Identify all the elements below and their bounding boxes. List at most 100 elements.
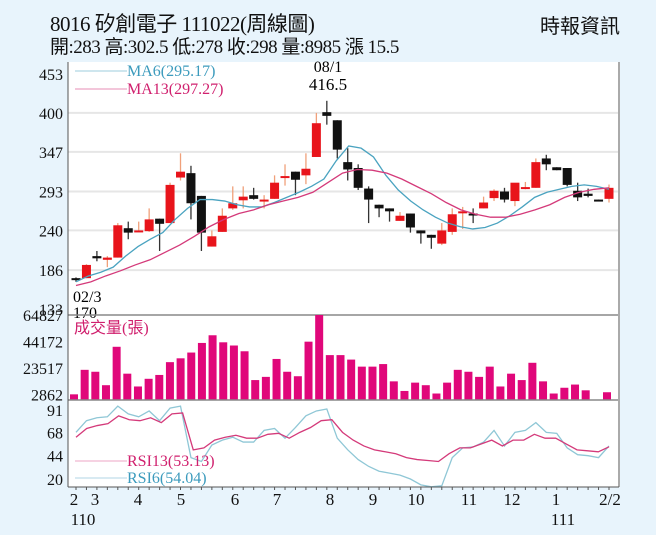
candle-down [123, 228, 133, 233]
candle-up [134, 230, 144, 233]
volume-bar [379, 364, 388, 400]
rsi-ytick: 44 [47, 449, 63, 466]
volume-bar [123, 373, 132, 400]
volume-ytick: 2862 [31, 387, 63, 404]
candle-up [102, 257, 112, 260]
candle-down [186, 173, 196, 204]
volume-bar [464, 371, 473, 400]
volume-bar [240, 351, 249, 400]
year-label: 110 [71, 510, 96, 529]
candle-down [155, 218, 165, 224]
candle-down [405, 213, 415, 228]
candle-up [510, 182, 520, 202]
volume-bar [304, 341, 313, 400]
x-tick: 3 [91, 490, 100, 509]
x-tick: 7 [273, 490, 282, 509]
ma6-line [75, 145, 610, 283]
candle-down [468, 213, 478, 216]
volume-bar [315, 315, 324, 400]
price-ytick: 453 [39, 67, 63, 84]
volume-title: 成交量(張) [74, 319, 149, 337]
candle-up [531, 162, 541, 188]
price-ytick: 133 [39, 302, 63, 319]
candle-down [594, 199, 604, 202]
volume-bar [133, 386, 142, 400]
chart-title: 8016 矽創電子 111022(周線圖) [50, 12, 315, 36]
annotation-low-date: 02/3 [73, 289, 101, 306]
price-ytick: 240 [39, 223, 63, 240]
candle-up [259, 199, 269, 202]
rsi-ytick: 91 [47, 403, 63, 420]
volume-bar [539, 381, 548, 400]
volume-bar [283, 371, 292, 400]
source-label: 時報資訊 [540, 16, 620, 38]
rsi-ytick: 20 [47, 472, 63, 489]
candle-up [113, 225, 123, 258]
volume-bar [368, 366, 377, 400]
volume-bar [325, 355, 334, 400]
rsi13-line [75, 412, 610, 463]
candle-down [374, 204, 384, 209]
legend-label-rsi13: RSI13(53.13) [127, 453, 215, 470]
x-tick: 10 [408, 490, 425, 509]
candle-up [81, 264, 91, 279]
volume-ytick: 64827 [23, 308, 63, 325]
volume-bar [197, 342, 206, 400]
legend-label-rsi6: RSI6(54.04) [127, 470, 207, 487]
candle-up [144, 219, 154, 232]
price-stats: 開:283 高:302.5 低:278 收:298 量:8985 漲 15.5 [50, 37, 399, 58]
legend-label-ma6: MA6(295.17) [127, 63, 215, 80]
volume-bar [453, 369, 462, 400]
volume-bar [187, 352, 196, 400]
x-tick: 4 [134, 490, 143, 509]
volume-bar [347, 359, 356, 400]
x-tick: 2/2 [599, 490, 621, 509]
volume-bar [144, 378, 153, 400]
candle-up [280, 176, 290, 179]
candle-up [238, 196, 248, 201]
candle-down [249, 195, 259, 199]
volume-bar [229, 345, 238, 400]
volume-bar [421, 385, 430, 400]
year-label: 111 [551, 510, 575, 529]
volume-bar [443, 382, 452, 400]
volume-bar [272, 358, 281, 400]
x-tick: 1 [552, 490, 561, 509]
volume-bar [475, 376, 484, 400]
volume-ytick: 23517 [23, 361, 63, 378]
rsi-ytick: 68 [47, 425, 63, 442]
price-ytick: 400 [39, 106, 63, 123]
volume-bar [517, 380, 526, 400]
volume-bar [112, 346, 121, 400]
volume-bar [571, 384, 580, 400]
volume-bar [389, 381, 398, 400]
candle-down [92, 256, 102, 259]
volume-bar [261, 376, 270, 400]
candle-up [207, 236, 217, 247]
ma13-line [75, 168, 610, 287]
candle-down [573, 190, 583, 198]
x-tick: 2 [70, 490, 79, 509]
candle-down [426, 234, 436, 238]
volume-bar [155, 374, 164, 400]
candle-up [458, 211, 468, 214]
volume-bar [549, 393, 558, 400]
volume-bar [80, 369, 89, 400]
volume-bar [528, 362, 537, 400]
volume-bar [336, 355, 345, 400]
candle-down [322, 112, 332, 116]
rsi6-line [75, 405, 610, 488]
plot-background [68, 62, 619, 487]
candle-down [583, 193, 593, 196]
price-ytick: 347 [39, 145, 63, 162]
annotation-high-date: 08/1 [314, 59, 342, 76]
x-tick: 12 [504, 490, 521, 509]
candle-up [520, 187, 530, 190]
annotation-high-value: 416.5 [309, 75, 347, 94]
volume-bar [432, 393, 441, 400]
volume-bar [165, 362, 174, 400]
candle-down [364, 188, 374, 200]
candle-down [499, 191, 509, 200]
x-tick: 9 [369, 490, 378, 509]
